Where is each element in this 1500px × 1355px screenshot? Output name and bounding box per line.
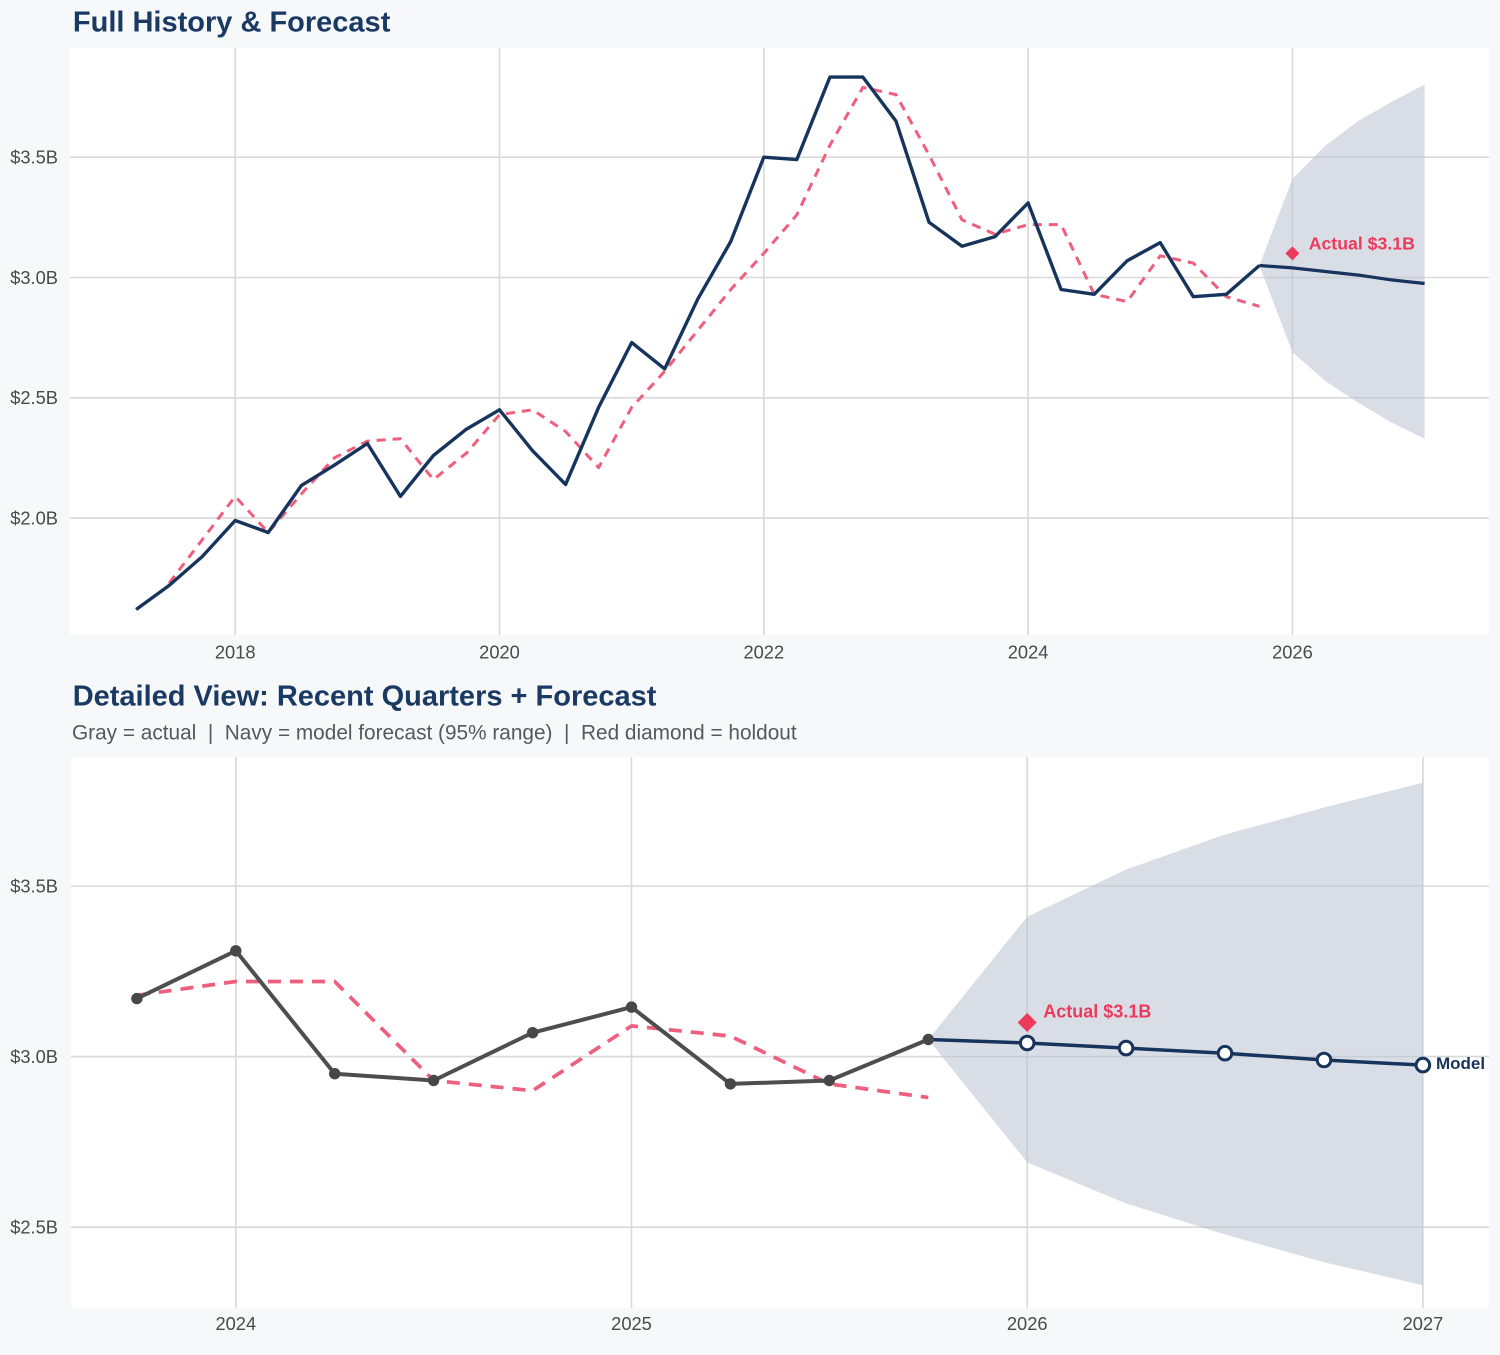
svg-text:Actual $3.1B: Actual $3.1B <box>1309 233 1415 253</box>
svg-text:2024: 2024 <box>215 1313 256 1334</box>
svg-text:2022: 2022 <box>743 641 784 662</box>
svg-text:2026: 2026 <box>1007 1313 1048 1334</box>
svg-text:2027: 2027 <box>1403 1313 1444 1334</box>
svg-text:Detailed View: Recent Quarters: Detailed View: Recent Quarters + Forecas… <box>73 681 657 713</box>
svg-text:$3.0B: $3.0B <box>10 1046 58 1067</box>
svg-text:$2.5B: $2.5B <box>10 1217 58 1238</box>
svg-text:2025: 2025 <box>611 1313 652 1334</box>
svg-text:$2.5B: $2.5B <box>10 387 58 408</box>
svg-text:Model: Model <box>1436 1054 1485 1073</box>
svg-text:$3.5B: $3.5B <box>10 147 58 168</box>
svg-text:Gray = actual | Navy = model: Gray = actual | Navy = model forecast (9… <box>72 722 797 745</box>
svg-text:2018: 2018 <box>215 641 256 662</box>
svg-text:$3.5B: $3.5B <box>10 875 58 896</box>
svg-text:2024: 2024 <box>1008 641 1049 662</box>
svg-text:2020: 2020 <box>479 641 520 662</box>
svg-text:$3.0B: $3.0B <box>10 267 58 288</box>
svg-text:$2.0B: $2.0B <box>10 507 58 528</box>
svg-text:2026: 2026 <box>1272 641 1313 662</box>
svg-text:Actual $3.1B: Actual $3.1B <box>1043 1001 1151 1021</box>
svg-text:Full History & Forecast: Full History & Forecast <box>73 6 391 38</box>
